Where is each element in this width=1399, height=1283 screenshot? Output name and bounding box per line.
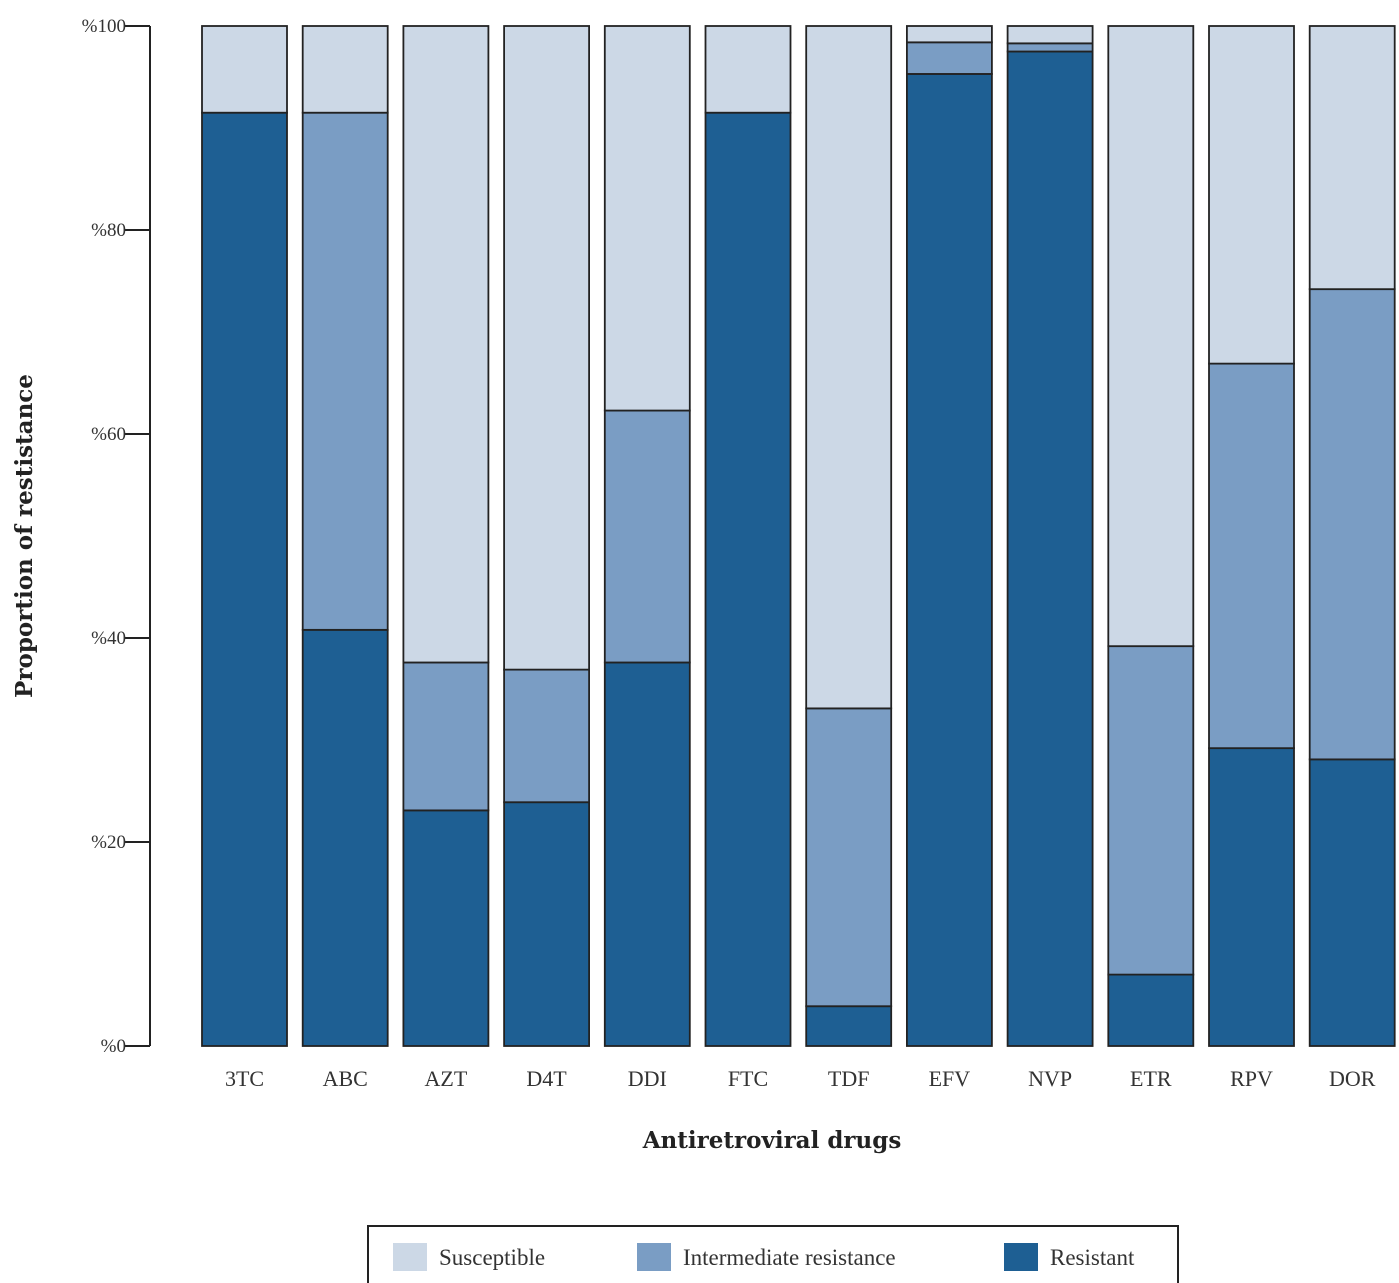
legend-frame — [367, 1225, 1179, 1283]
legend: Susceptible Intermediate resistance Resist… — [367, 1225, 1179, 1283]
legend-label: Intermediate resistance — [683, 1245, 896, 1270]
bar-group-ddi — [603, 25, 691, 1047]
bar-group-3tc — [201, 25, 288, 1047]
y-axis: %0 %20 %40 %60 %80 %100 — [82, 16, 151, 1057]
x-tick-label: ABC — [323, 1066, 368, 1091]
bar-segment-ftc-susceptible — [704, 25, 792, 114]
bar-segment-tdf-intermediate-resistance — [805, 707, 893, 1008]
bar-segment-abc-resistant — [301, 628, 389, 1047]
x-tick-label: RPV — [1230, 1066, 1273, 1091]
x-tick-label: DDI — [628, 1066, 667, 1091]
bar-segment-d4t-susceptible — [503, 25, 591, 671]
y-tick-label: %20 — [91, 832, 126, 853]
bar-group-etr — [1107, 25, 1195, 1047]
bar-segment-tdf-susceptible — [805, 25, 893, 710]
bar-group-azt — [402, 25, 490, 1047]
x-tick-label: TDF — [828, 1066, 870, 1091]
bar-segment-etr-susceptible — [1107, 25, 1195, 648]
bar-group-abc — [301, 25, 389, 1047]
bar-group-efv — [906, 25, 993, 1047]
bar-segment-tdf-resistant — [805, 1005, 893, 1047]
legend-swatch-resistant — [1004, 1243, 1038, 1271]
bar-segment-rpv-resistant — [1208, 747, 1295, 1047]
y-tick-label: %80 — [91, 220, 126, 241]
bar-group-d4t — [503, 25, 591, 1047]
bar-segment-etr-intermediate-resistance — [1107, 645, 1195, 976]
y-tick-label: %100 — [82, 16, 126, 37]
bar-segment-dor-resistant — [1308, 758, 1396, 1047]
x-axis-title: Antiretroviral drugs — [642, 1127, 902, 1154]
bar-segment-ddi-intermediate-resistance — [603, 409, 691, 664]
bar-group-dor — [1308, 25, 1396, 1047]
x-tick-label: DOR — [1329, 1066, 1376, 1091]
x-tick-label: EFV — [929, 1066, 971, 1091]
bar-segment-nvp-intermediate-resistance — [1006, 42, 1094, 53]
y-tick-label: %40 — [91, 628, 126, 649]
x-tick-label: AZT — [425, 1066, 468, 1091]
bar-segment-nvp-resistant — [1006, 50, 1094, 1047]
x-tick-label: 3TC — [225, 1066, 264, 1091]
bar-segment-nvp-susceptible — [1006, 25, 1094, 45]
bar-segment-efv-intermediate-resistance — [906, 41, 993, 75]
bar-segment-efv-susceptible — [906, 25, 993, 44]
bar-segment-rpv-intermediate-resistance — [1208, 362, 1295, 750]
bar-segment-abc-intermediate-resistance — [301, 111, 389, 631]
bar-segment-dor-intermediate-resistance — [1308, 288, 1396, 761]
bar-segment-dor-susceptible — [1308, 25, 1396, 291]
bar-segment-3tc-susceptible — [201, 25, 288, 114]
bar-segment-azt-resistant — [402, 809, 490, 1047]
bar-group-tdf — [805, 25, 893, 1047]
y-tick-label: %60 — [91, 424, 126, 445]
legend-swatch-susceptible — [393, 1243, 427, 1271]
bar-group-ftc — [704, 25, 792, 1047]
bar-segment-3tc-resistant — [201, 111, 288, 1047]
bar-segment-etr-resistant — [1107, 973, 1195, 1047]
bar-segment-d4t-intermediate-resistance — [503, 668, 591, 804]
legend-label: Susceptible — [439, 1245, 545, 1270]
legend-swatch-intermediate-resistance — [637, 1243, 671, 1271]
x-tick-label: ETR — [1130, 1066, 1172, 1091]
bars — [201, 25, 1396, 1047]
bar-group-rpv — [1208, 25, 1295, 1047]
bar-group-nvp — [1006, 25, 1094, 1047]
legend-label: Resistant — [1050, 1245, 1135, 1270]
x-axis-labels: 3TC ABC AZT D4T DDI FTC TDF EFV NVP ETR RPV DOR — [225, 1066, 1376, 1091]
bar-segment-ddi-susceptible — [603, 25, 691, 412]
bar-segment-d4t-resistant — [503, 801, 591, 1047]
bar-segment-rpv-susceptible — [1208, 25, 1295, 365]
x-tick-label: FTC — [728, 1066, 768, 1091]
bar-segment-azt-susceptible — [402, 25, 490, 664]
y-axis-title: Proportion of restistance — [11, 374, 38, 698]
x-tick-label: NVP — [1028, 1066, 1072, 1091]
y-tick-label: %0 — [101, 1036, 126, 1057]
bar-segment-ftc-resistant — [704, 111, 792, 1047]
bar-segment-abc-susceptible — [301, 25, 389, 114]
x-tick-label: D4T — [526, 1066, 567, 1091]
bar-segment-ddi-resistant — [603, 661, 691, 1047]
bar-segment-azt-intermediate-resistance — [402, 661, 490, 812]
bar-segment-efv-resistant — [906, 73, 993, 1047]
